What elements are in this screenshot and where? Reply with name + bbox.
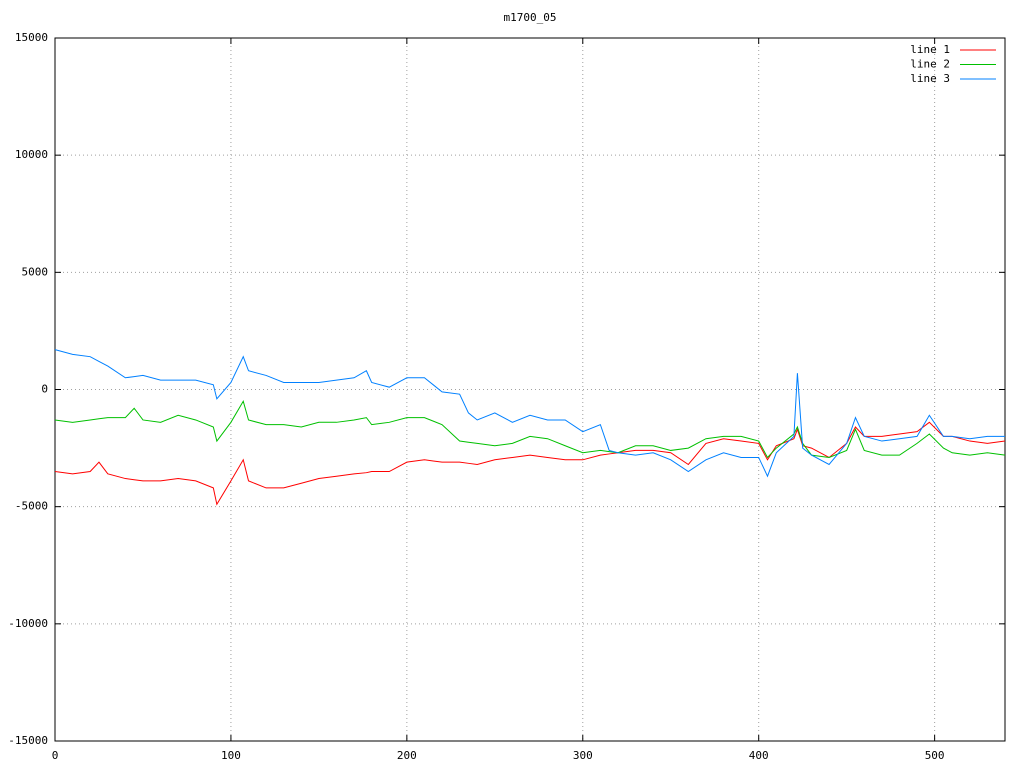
y-tick-label: 5000 <box>22 265 49 278</box>
data-line <box>54 421 1006 506</box>
data-line <box>54 349 1005 478</box>
y-tick-label: 10000 <box>15 148 48 161</box>
legend-label: line 1 <box>910 43 950 56</box>
y-tick-label: 0 <box>41 383 48 396</box>
x-tick-label: 0 <box>52 749 59 762</box>
x-tick-label: 500 <box>925 749 945 762</box>
x-tick-label: 300 <box>573 749 593 762</box>
x-tick-label: 400 <box>749 749 769 762</box>
legend-label: line 2 <box>910 58 950 71</box>
chart-title: m1700_05 <box>504 11 557 24</box>
y-tick-label: -15000 <box>8 734 48 747</box>
y-tick-label: -10000 <box>8 617 48 630</box>
x-tick-label: 100 <box>221 749 241 762</box>
legend-label: line 3 <box>910 72 950 85</box>
y-tick-label: 15000 <box>15 31 48 44</box>
x-tick-label: 200 <box>397 749 417 762</box>
y-tick-label: -5000 <box>15 500 48 513</box>
data-line <box>54 399 1006 459</box>
plot-frame <box>54 37 1006 742</box>
